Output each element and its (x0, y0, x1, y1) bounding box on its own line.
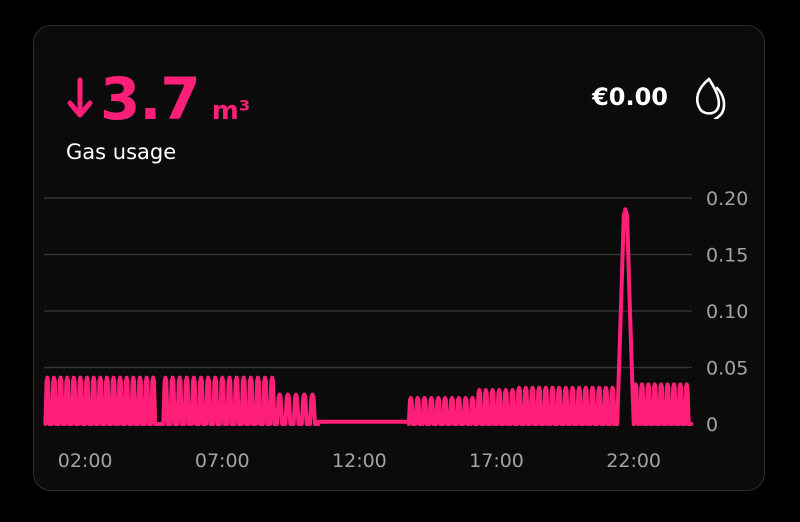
x-tick-label: 07:00 (195, 450, 250, 472)
y-tick-label: 0.20 (706, 188, 748, 210)
x-tick-label: 17:00 (469, 450, 524, 472)
flame-icon (696, 77, 726, 119)
y-tick-label: 0.15 (706, 245, 748, 267)
y-tick-label: 0.10 (706, 301, 748, 323)
y-tick-label: 0.05 (706, 358, 748, 380)
y-tick-label: 0 (706, 414, 718, 436)
usage-value: 3.7 (100, 65, 201, 133)
gas-usage-chart: 0.20 0.15 0.10 0.05 0 02:00 07:00 12:00 17:00 22:… (43, 188, 748, 472)
x-tick-label: 12:00 (332, 450, 387, 472)
usage-unit: m³ (211, 96, 251, 126)
card-title: Gas usage (66, 140, 177, 164)
cost-value: €0.00 (592, 83, 668, 111)
arrow-down-icon (67, 77, 93, 118)
gas-usage-series-line (43, 207, 694, 426)
x-tick-label: 22:00 (606, 450, 661, 472)
x-tick-label: 02:00 (58, 450, 113, 472)
gas-usage-card[interactable]: 3.7 m³ Gas usage €0.00 0.20 0.15 0.10 0.05 0… (33, 25, 765, 491)
usage-summary: 3.7 m³ (66, 70, 250, 128)
